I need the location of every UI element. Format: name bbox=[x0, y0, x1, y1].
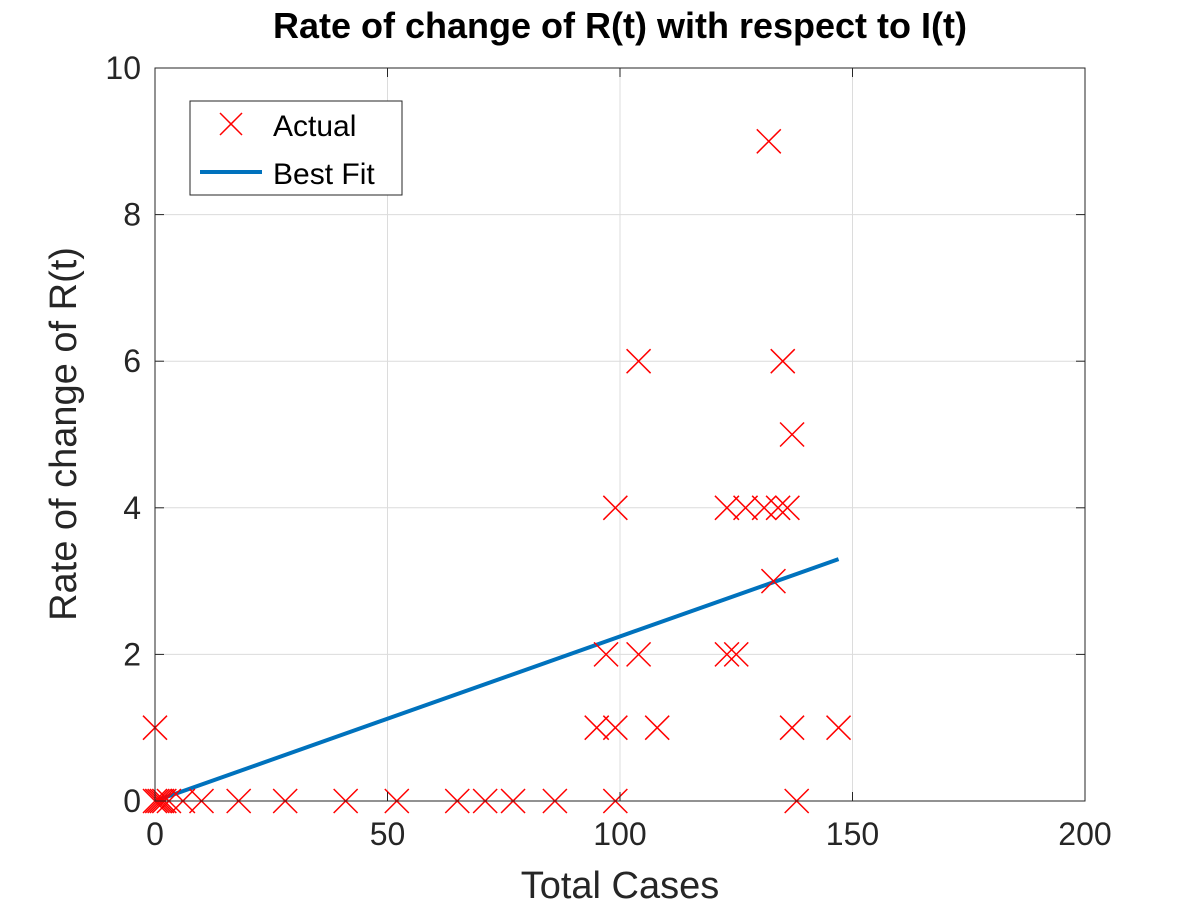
data-point bbox=[626, 348, 652, 374]
chart-title: Rate of change of R(t) with respect to I… bbox=[273, 5, 967, 46]
legend-box bbox=[189, 100, 403, 196]
data-point bbox=[714, 495, 740, 521]
legend-x-glyph bbox=[219, 112, 243, 136]
data-point bbox=[756, 128, 782, 154]
x-tick-label: 0 bbox=[146, 816, 164, 852]
best-fit-layer bbox=[154, 557, 840, 803]
data-point bbox=[602, 715, 628, 741]
data-point bbox=[602, 495, 628, 521]
y-tick-label: 2 bbox=[123, 636, 141, 672]
data-point bbox=[714, 641, 740, 667]
x-tick-label: 150 bbox=[826, 816, 879, 852]
data-point bbox=[644, 715, 670, 741]
y-axis-label: Rate of change of R(t) bbox=[43, 247, 85, 621]
data-point bbox=[733, 495, 759, 521]
y-tick-label: 10 bbox=[105, 50, 141, 86]
y-tick-label: 4 bbox=[123, 490, 141, 526]
y-tick-label: 8 bbox=[123, 197, 141, 233]
y-tick-label: 0 bbox=[123, 783, 141, 819]
x-tick-label: 100 bbox=[593, 816, 646, 852]
y-tick-label: 6 bbox=[123, 343, 141, 379]
data-point bbox=[751, 495, 777, 521]
data-point bbox=[584, 715, 610, 741]
axis-ticks: 0 50 100 150 200 0 2 4 6 8 10 bbox=[105, 50, 1111, 852]
legend-label-best-fit: Best Fit bbox=[273, 158, 375, 191]
data-point bbox=[774, 495, 800, 521]
data-point bbox=[765, 495, 791, 521]
best-fit-line bbox=[154, 557, 840, 803]
data-point bbox=[760, 568, 786, 594]
data-point bbox=[826, 715, 852, 741]
data-point bbox=[779, 421, 805, 448]
legend-marker-x-icon bbox=[219, 112, 243, 136]
legend: Actual Best Fit bbox=[189, 100, 403, 196]
data-point bbox=[770, 348, 796, 374]
legend-label-actual: Actual bbox=[273, 110, 356, 143]
data-point bbox=[626, 641, 652, 667]
x-axis-label: Total Cases bbox=[521, 865, 720, 900]
x-tick-label: 50 bbox=[370, 816, 406, 852]
data-point bbox=[779, 715, 805, 741]
x-tick-label: 200 bbox=[1058, 816, 1111, 852]
data-point bbox=[723, 641, 749, 667]
data-point bbox=[593, 641, 619, 667]
